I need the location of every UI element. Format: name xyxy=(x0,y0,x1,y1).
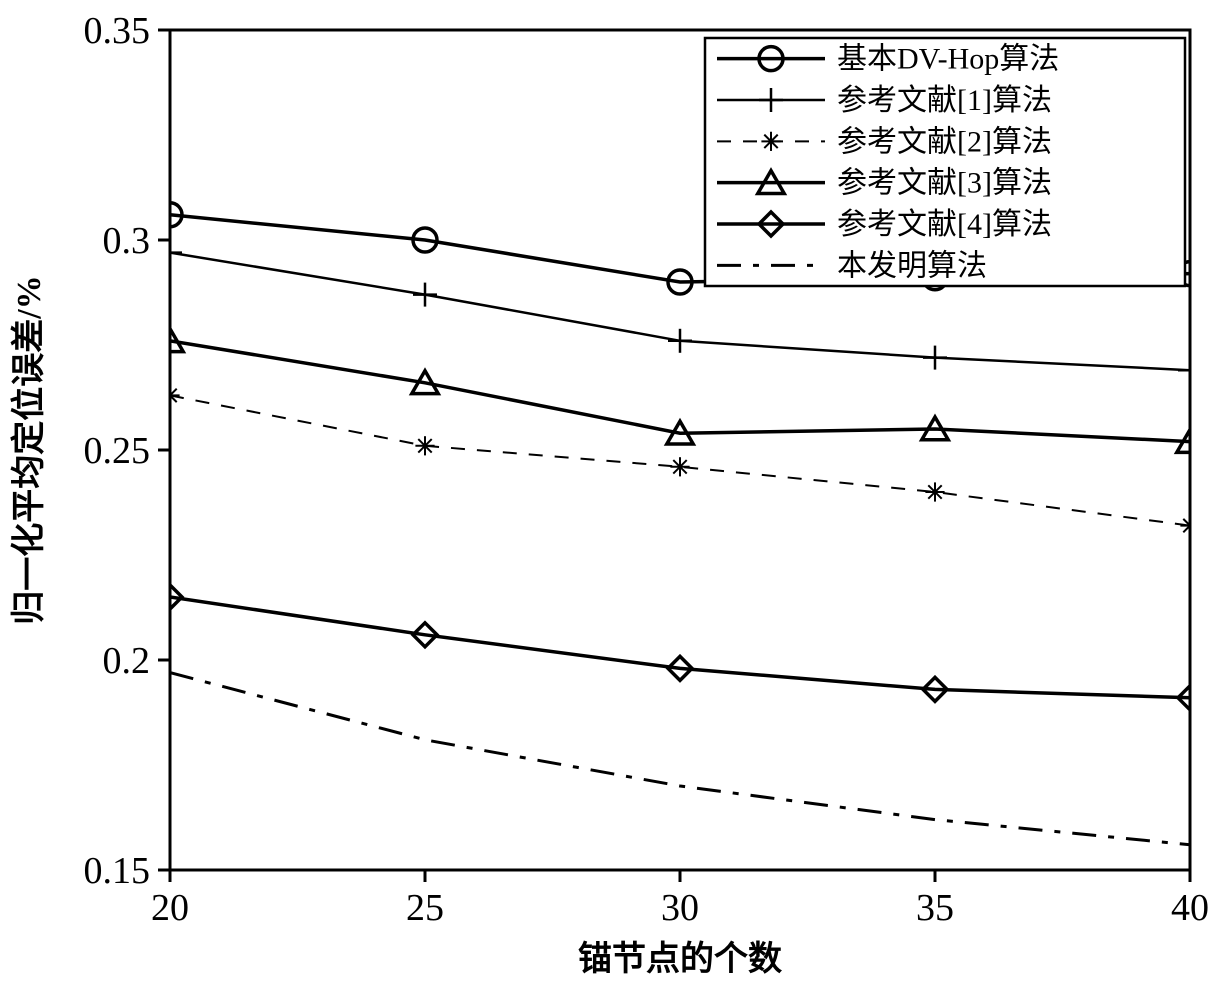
y-tick-label: 0.3 xyxy=(103,220,151,262)
legend-label: 基本DV-Hop算法 xyxy=(837,43,1059,76)
x-tick-label: 30 xyxy=(661,887,699,929)
legend-label: 参考文献[2]算法 xyxy=(837,125,1052,158)
y-tick-label: 0.25 xyxy=(84,430,151,472)
legend-label: 参考文献[4]算法 xyxy=(837,208,1052,241)
legend: 基本DV-Hop算法参考文献[1]算法参考文献[2]算法参考文献[3]算法参考文… xyxy=(705,38,1185,286)
chart-container: 20 25 30 35 40 0.15 0.2 0.25 0.3 0.35 锚节点的个数 归一化平均定… xyxy=(0,0,1208,984)
x-tick-label: 35 xyxy=(916,887,954,929)
y-tick-label: 0.35 xyxy=(84,10,151,52)
series-group xyxy=(157,203,1203,845)
legend-label: 本发明算法 xyxy=(837,249,987,282)
x-tick-label: 40 xyxy=(1171,887,1208,929)
x-tick-label: 20 xyxy=(151,887,189,929)
legend-label: 参考文献[1]算法 xyxy=(837,84,1052,117)
line-chart: 20 25 30 35 40 0.15 0.2 0.25 0.3 0.35 锚节点的个数 归一化平均定… xyxy=(0,0,1208,984)
x-tick-label: 25 xyxy=(406,887,444,929)
y-tick-label: 0.2 xyxy=(103,640,151,682)
y-axis-label: 归一化平均定位误差/% xyxy=(10,275,48,624)
y-tick-label: 0.15 xyxy=(84,850,151,892)
x-axis-label: 锚节点的个数 xyxy=(578,940,782,978)
series-line xyxy=(170,673,1190,845)
legend-label: 参考文献[3]算法 xyxy=(837,167,1052,200)
